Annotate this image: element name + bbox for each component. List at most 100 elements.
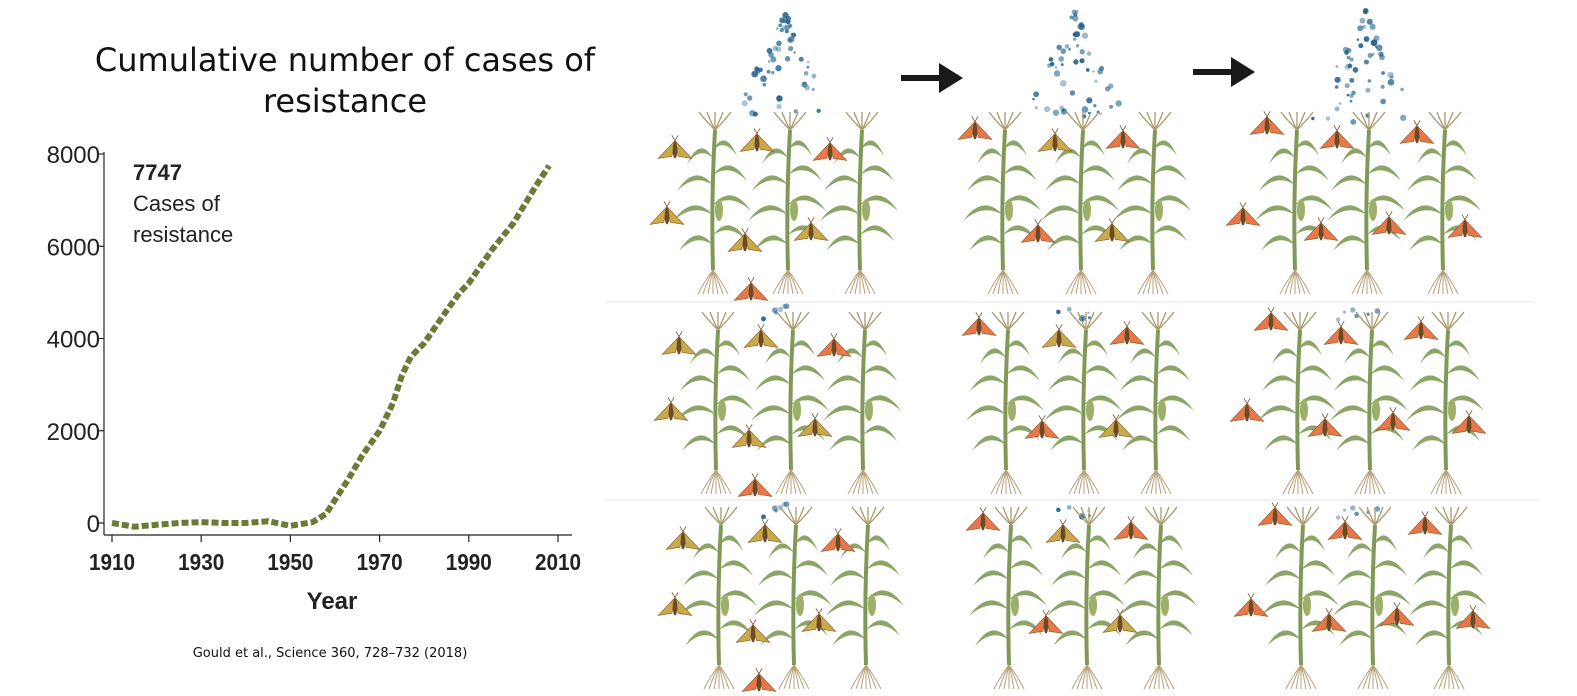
series-line-0 bbox=[111, 164, 552, 530]
moth-resistant bbox=[1371, 211, 1407, 235]
moth-resistant bbox=[1447, 214, 1483, 238]
chart-panel: Cumulative number of cases of resistance… bbox=[0, 0, 600, 696]
moth-resistant bbox=[965, 507, 1001, 531]
moth-susceptible bbox=[1102, 609, 1138, 633]
moth-resistant bbox=[1323, 321, 1359, 345]
annotation-text-line: Cases of bbox=[133, 191, 221, 216]
moth-resistant bbox=[1028, 610, 1064, 634]
moth-resistant bbox=[1105, 125, 1141, 149]
moth-resistant bbox=[1020, 219, 1056, 243]
pesticide-spray bbox=[1032, 9, 1122, 119]
corn-plant bbox=[1406, 311, 1484, 495]
moth-resistant bbox=[1455, 605, 1491, 629]
moth-resistant bbox=[1327, 516, 1363, 540]
moth-resistant bbox=[1319, 125, 1355, 149]
corn-plant bbox=[1119, 506, 1197, 690]
moth-resistant bbox=[1311, 608, 1347, 632]
annotation-value: 7747 bbox=[133, 160, 182, 185]
moth-resistant bbox=[957, 116, 993, 140]
y-tick-label: 4000 bbox=[47, 327, 100, 354]
moth-susceptible bbox=[657, 592, 693, 616]
moth-resistant bbox=[1307, 413, 1343, 437]
pesticide-spray bbox=[1311, 7, 1407, 125]
corn-plant bbox=[963, 111, 1041, 295]
moth-resistant bbox=[816, 333, 852, 357]
moth-resistant bbox=[812, 137, 848, 161]
x-axis-label: Year bbox=[307, 588, 358, 615]
moth-susceptible bbox=[735, 619, 771, 643]
moth-susceptible bbox=[743, 324, 779, 348]
moth-resistant bbox=[1379, 602, 1415, 626]
corn-plant bbox=[679, 506, 757, 690]
moth-susceptible bbox=[1037, 128, 1073, 152]
corn-plant bbox=[820, 111, 898, 295]
citation: Gould et al., Science 360, 728–732 (2018… bbox=[192, 646, 468, 661]
moth-resistant bbox=[1407, 511, 1443, 535]
y-tick-label: 8000 bbox=[47, 142, 100, 169]
corn-plant bbox=[1047, 506, 1125, 690]
pesticide-spray bbox=[1335, 307, 1381, 322]
x-tick-label: 1930 bbox=[178, 549, 224, 575]
arrow-icon bbox=[901, 63, 963, 93]
corn-plant bbox=[751, 311, 829, 495]
moth-susceptible bbox=[747, 519, 783, 543]
corn-plant bbox=[1255, 111, 1333, 295]
moth-susceptible bbox=[739, 128, 775, 152]
pesticide-spray bbox=[1056, 307, 1092, 322]
pesticide-spray bbox=[761, 501, 790, 520]
arrow-icon bbox=[1193, 57, 1255, 87]
corn-plant bbox=[1258, 311, 1336, 495]
corn-plant bbox=[1403, 111, 1481, 295]
moth-susceptible bbox=[657, 135, 693, 159]
moth-resistant bbox=[1403, 316, 1439, 340]
moth-susceptible bbox=[727, 228, 763, 252]
corn-plant bbox=[748, 111, 826, 295]
moth-susceptible bbox=[1098, 414, 1134, 438]
x-tick-label: 1970 bbox=[357, 549, 403, 575]
moth-resistant bbox=[741, 668, 777, 692]
corn-plant bbox=[754, 506, 832, 690]
pesticide-spray bbox=[741, 12, 821, 117]
moth-resistant bbox=[1303, 217, 1339, 241]
moth-resistant bbox=[820, 528, 856, 552]
corn-plant bbox=[826, 506, 904, 690]
corn-plant bbox=[1116, 311, 1194, 495]
y-tick-label: 2000 bbox=[47, 419, 100, 446]
moth-resistant bbox=[1375, 407, 1411, 431]
chart-title: Cumulative number of cases of resistance bbox=[94, 41, 596, 120]
moth-resistant bbox=[1249, 111, 1285, 135]
moth-susceptible bbox=[731, 424, 767, 448]
pesticide-spray bbox=[1335, 505, 1381, 520]
corn-plant bbox=[676, 311, 754, 495]
x-tick-label: 1990 bbox=[446, 549, 492, 575]
moth-susceptible bbox=[793, 217, 829, 241]
moth-resistant bbox=[737, 473, 773, 497]
moth-resistant bbox=[1109, 321, 1145, 345]
y-tick-label: 0 bbox=[87, 511, 100, 538]
corn-plant bbox=[1041, 111, 1119, 295]
corn-plant bbox=[1327, 111, 1405, 295]
x-tick-label: 1910 bbox=[89, 549, 135, 575]
pesticide-spray bbox=[761, 303, 790, 322]
line-chart: 8000 6000 4000 2000 0 1910 1930 1950 1970 1990 201… bbox=[47, 142, 581, 615]
moth-resistant bbox=[1024, 415, 1060, 439]
moth-resistant bbox=[1233, 593, 1269, 617]
moth-susceptible bbox=[797, 413, 833, 437]
moth-susceptible bbox=[665, 526, 701, 550]
moth-susceptible bbox=[801, 608, 837, 632]
corn-plant bbox=[1113, 111, 1191, 295]
moth-susceptible bbox=[661, 331, 697, 355]
annotation-text-line: resistance bbox=[133, 222, 233, 247]
moth-susceptible bbox=[649, 201, 685, 225]
moth-resistant bbox=[1253, 307, 1289, 331]
moth-susceptible bbox=[653, 397, 689, 421]
corn-plant bbox=[673, 111, 751, 295]
x-tick-label: 2010 bbox=[535, 549, 581, 575]
resistance-illustration bbox=[605, 7, 1540, 692]
moth-resistant bbox=[1399, 120, 1435, 144]
corn-plant bbox=[1261, 506, 1339, 690]
moth-resistant bbox=[1451, 410, 1487, 434]
annotation-text: Cases of resistance bbox=[133, 191, 233, 247]
corn-plant bbox=[1044, 311, 1122, 495]
y-tick-label: 6000 bbox=[47, 234, 100, 261]
